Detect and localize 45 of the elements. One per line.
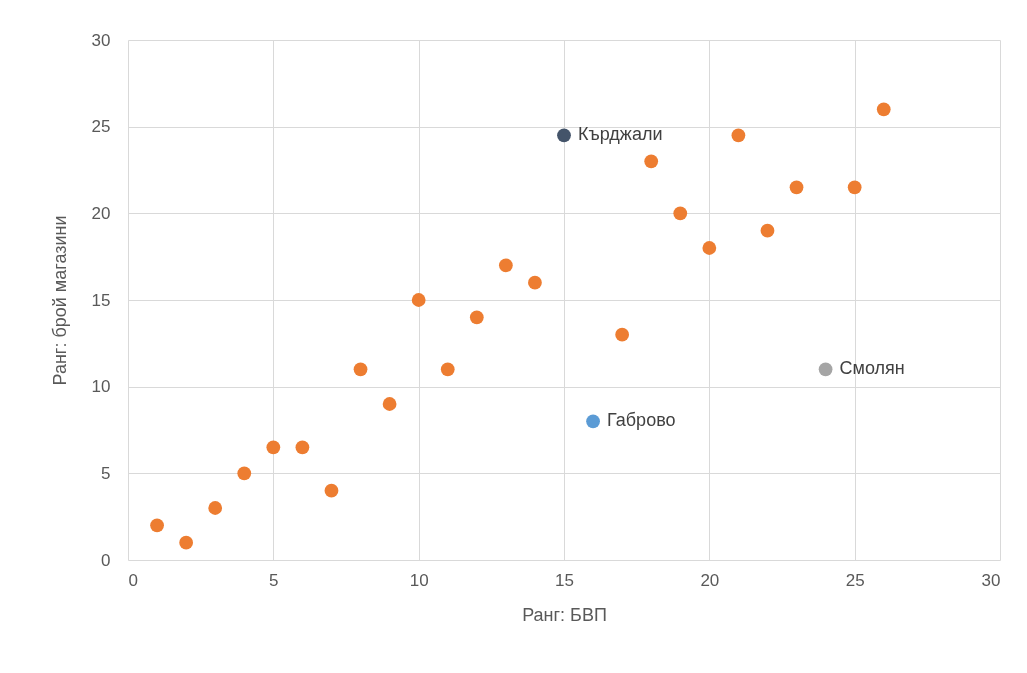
x-tick-label: 20 [700, 570, 720, 590]
point [498, 258, 513, 273]
x-tick-label: 30 [981, 570, 1001, 590]
point [382, 397, 397, 411]
point [353, 362, 368, 377]
y-tick-label: 15 [91, 290, 111, 310]
series-label: Смолян [839, 358, 905, 379]
point [208, 501, 223, 515]
point [586, 414, 600, 429]
point [150, 518, 164, 533]
point [440, 362, 455, 377]
point [324, 483, 339, 498]
x-tick-label: 10 [409, 570, 429, 590]
point [411, 293, 426, 307]
point [818, 362, 833, 377]
y-tick-label: 20 [91, 203, 111, 223]
point [702, 241, 717, 255]
point [876, 102, 891, 117]
point [615, 327, 630, 342]
point [673, 206, 688, 221]
point [847, 180, 862, 195]
x-tick-label: 0 [128, 570, 138, 590]
y-tick-label: 25 [91, 117, 111, 137]
x-tick-label: 15 [555, 570, 574, 590]
point [644, 154, 659, 169]
y-tick-label: 30 [91, 30, 111, 50]
y-tick-label: 0 [101, 550, 111, 570]
y-tick-label: 10 [91, 377, 111, 397]
point [266, 440, 281, 455]
x-axis-title: Ранг: БВП [522, 604, 607, 625]
point [295, 440, 310, 455]
point [179, 535, 194, 550]
series-label: Кърджали [578, 124, 663, 145]
point [557, 128, 571, 143]
point [469, 310, 484, 325]
point [237, 466, 252, 481]
x-tick-label: 25 [845, 570, 865, 590]
point [528, 275, 542, 290]
series-label: Габрово [607, 410, 676, 431]
point [760, 223, 775, 238]
point [731, 128, 746, 143]
x-tick-label: 5 [269, 570, 279, 590]
y-tick-label: 5 [101, 463, 111, 483]
point [789, 180, 804, 195]
y-axis-title: Ранг: брой магазини [49, 215, 70, 386]
